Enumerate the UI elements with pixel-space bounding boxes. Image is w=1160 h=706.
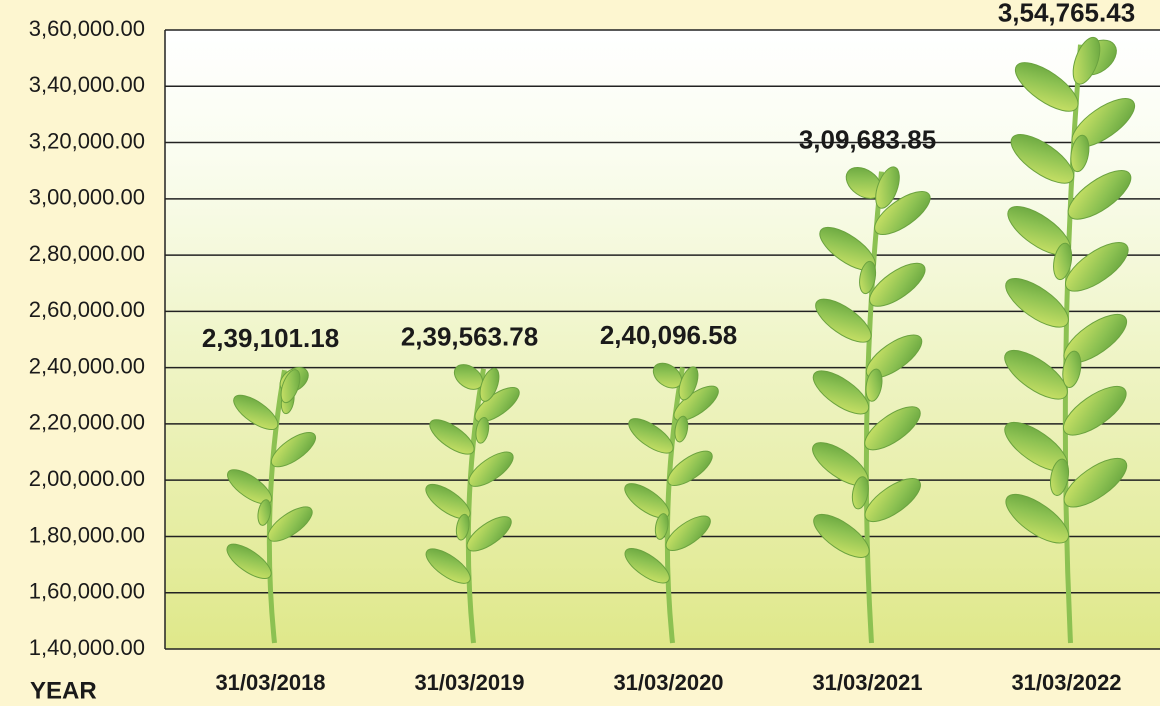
value-label: 2,39,101.18 (202, 323, 339, 353)
y-tick-label: 2,00,000.00 (29, 466, 145, 491)
y-tick-label: 2,20,000.00 (29, 410, 145, 435)
x-tick-label: 31/03/2021 (812, 670, 922, 695)
x-tick-label: 31/03/2022 (1011, 670, 1121, 695)
x-tick-label: 31/03/2018 (215, 670, 325, 695)
y-tick-label: 3,40,000.00 (29, 72, 145, 97)
value-label: 2,40,096.58 (600, 320, 737, 350)
y-tick-label: 1,40,000.00 (29, 635, 145, 660)
x-axis-label: YEAR (30, 677, 97, 704)
value-label: 3,09,683.85 (799, 124, 936, 154)
value-label: 3,54,765.43 (998, 0, 1135, 28)
y-tick-label: 2,60,000.00 (29, 297, 145, 322)
y-tick-label: 3,00,000.00 (29, 185, 145, 210)
x-tick-label: 31/03/2020 (613, 670, 723, 695)
value-label: 2,39,563.78 (401, 322, 538, 352)
y-tick-label: 1,60,000.00 (29, 579, 145, 604)
y-tick-label: 3,60,000.00 (29, 16, 145, 41)
chart: YEAR 1,40,000.00 1,60,000.00 1,80,000.00 2,… (0, 0, 1160, 706)
x-tick-label: 31/03/2019 (414, 670, 524, 695)
y-tick-label: 1,80,000.00 (29, 522, 145, 547)
y-tick-label: 2,40,000.00 (29, 353, 145, 378)
y-tick-label: 2,80,000.00 (29, 241, 145, 266)
y-tick-label: 3,20,000.00 (29, 128, 145, 153)
